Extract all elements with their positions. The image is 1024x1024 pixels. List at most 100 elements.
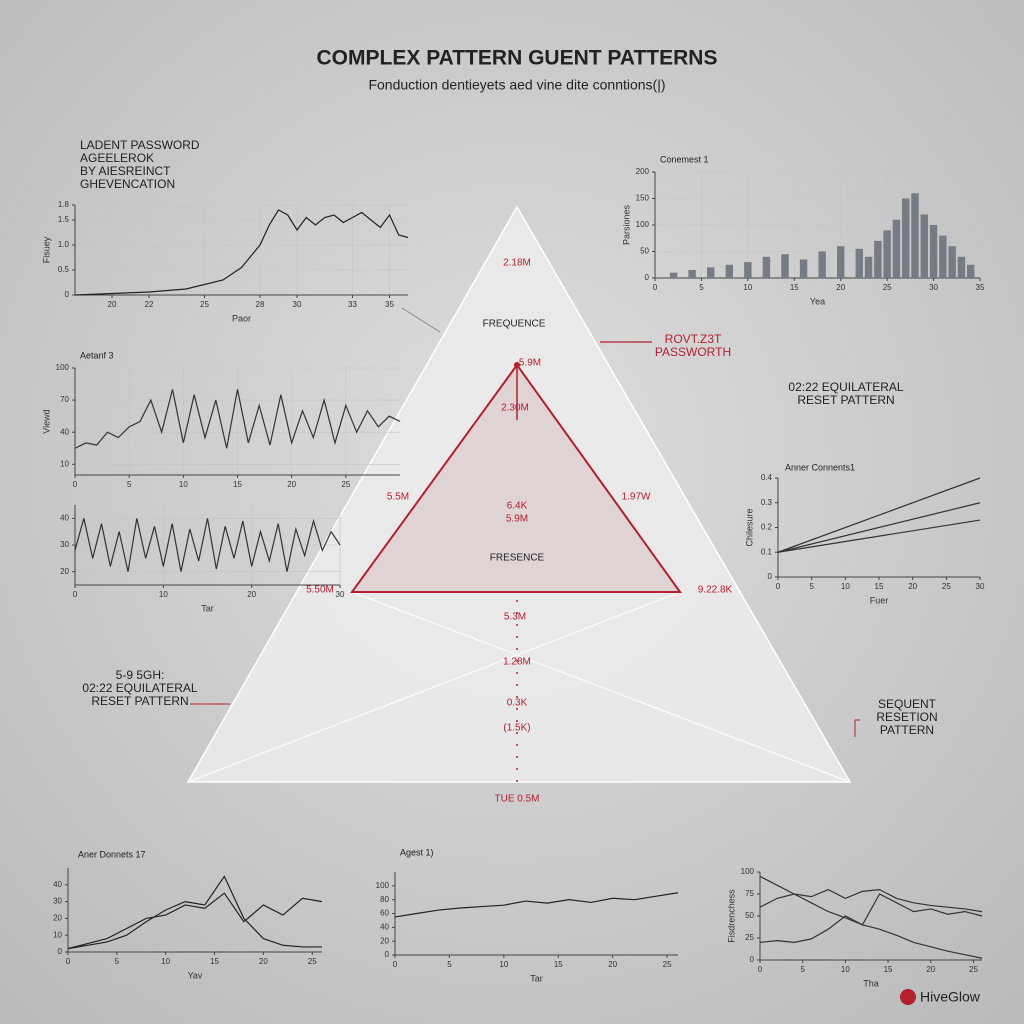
guide-line (351, 591, 851, 783)
x-tick-label: 10 (841, 965, 850, 974)
callout: 02:22 EQUILATERAL (788, 380, 903, 394)
x-tick-label: 0 (73, 480, 78, 489)
x-tick-label: 15 (210, 957, 219, 966)
x-tick-label: 25 (663, 960, 672, 969)
y-axis-label: Chilesure (744, 508, 754, 546)
x-axis-label: Yea (810, 296, 825, 306)
y-tick-label: 0 (385, 950, 390, 959)
bar (939, 235, 947, 278)
bar (837, 246, 845, 278)
bar (725, 264, 733, 278)
x-tick-label: 0 (758, 965, 763, 974)
x-tick-label: 20 (259, 957, 268, 966)
chart-title: Aner Donnets 17 (78, 849, 146, 859)
y-tick-label: 50 (640, 247, 649, 256)
y-tick-label: 0 (750, 955, 755, 964)
diagram-label: 5.50M (306, 585, 334, 596)
bar (911, 193, 919, 278)
x-tick-label: 15 (884, 965, 893, 974)
y-tick-label: 60 (380, 909, 389, 918)
y-tick-label: 10 (60, 459, 69, 468)
y-tick-label: 0.2 (761, 523, 773, 532)
series-line (759, 893, 983, 944)
callout: PATTERN (880, 723, 934, 737)
series-line (74, 389, 401, 449)
x-tick-label: 15 (554, 960, 563, 969)
diagram-label: 1.97W (622, 492, 651, 503)
bar (883, 230, 891, 278)
x-tick-label: 20 (836, 283, 845, 292)
x-tick-label: 30 (929, 283, 938, 292)
x-tick-label: 0 (776, 582, 781, 591)
bar (967, 264, 975, 278)
callout: SEQUENT (878, 697, 937, 711)
y-tick-label: 20 (53, 914, 62, 923)
bar (948, 246, 956, 278)
vertex (514, 362, 520, 368)
bar (781, 254, 789, 278)
x-tick-label: 10 (179, 480, 188, 489)
y-tick-label: 0.5 (58, 265, 70, 274)
y-tick-label: 100 (741, 867, 755, 876)
x-tick-label: 35 (976, 283, 985, 292)
y-tick-label: 20 (60, 567, 69, 576)
diagram-label: FREQUENCE (483, 319, 546, 330)
diagram-label: (1.5K) (503, 723, 530, 734)
x-tick-label: 0 (653, 283, 658, 292)
x-axis-label: Paor (232, 313, 251, 323)
y-tick-label: 0 (65, 290, 70, 299)
bar (818, 251, 826, 278)
x-tick-label: 25 (969, 965, 978, 974)
series-line (777, 477, 981, 553)
x-axis-label: Tar (201, 603, 214, 613)
bar (799, 259, 808, 278)
x-tick-label: 15 (790, 283, 799, 292)
x-tick-label: 10 (159, 590, 168, 599)
x-tick-label: 10 (743, 283, 752, 292)
x-axis-label: Tha (863, 978, 879, 988)
callout: RESET PATTERN (91, 694, 188, 708)
guide-line (187, 591, 681, 783)
bar (855, 248, 863, 278)
callout: RESETION (876, 710, 937, 724)
x-tick-label: 25 (200, 300, 209, 309)
chart-title: LADENT PASSWORD (80, 138, 200, 152)
diagram-label: 5.3M (504, 612, 526, 623)
x-tick-label: 0 (393, 960, 398, 969)
y-tick-label: 200 (636, 167, 650, 176)
y-tick-label: 10 (53, 930, 62, 939)
diagram-label: 0.3K (507, 698, 528, 709)
x-tick-label: 15 (875, 582, 884, 591)
y-axis-label: Fisdrenchess (726, 889, 736, 943)
x-tick-label: 20 (608, 960, 617, 969)
y-tick-label: 80 (380, 895, 389, 904)
series-line (67, 875, 322, 950)
callout: 5-9 5GH: (116, 668, 165, 682)
chart-title: Anner Connents1 (785, 462, 855, 472)
y-tick-label: 0 (58, 947, 63, 956)
y-tick-label: 0 (645, 273, 650, 282)
x-tick-label: 0 (66, 957, 71, 966)
x-tick-label: 5 (115, 957, 120, 966)
diagram-label: TUE 0.5M (494, 794, 539, 805)
x-tick-label: 10 (841, 582, 850, 591)
y-tick-label: 1.0 (58, 240, 70, 249)
series-line (759, 875, 983, 959)
brand-logo (900, 989, 916, 1005)
bar (864, 256, 873, 278)
diagram-label: 5.9M (506, 514, 528, 525)
y-tick-label: 0.4 (761, 473, 773, 482)
diagram-label: 5.9M (519, 358, 541, 369)
x-tick-label: 10 (499, 960, 508, 969)
series-line (74, 518, 341, 572)
inner-triangle (350, 363, 682, 593)
x-tick-label: 22 (145, 300, 154, 309)
x-tick-label: 30 (293, 300, 302, 309)
y-tick-label: 0 (768, 572, 773, 581)
y-tick-label: 40 (53, 880, 62, 889)
bar (874, 240, 882, 278)
chart-title: Aetanf 3 (80, 350, 114, 360)
x-tick-label: 20 (926, 965, 935, 974)
y-tick-label: 70 (60, 395, 69, 404)
y-tick-label: 75 (745, 889, 754, 898)
